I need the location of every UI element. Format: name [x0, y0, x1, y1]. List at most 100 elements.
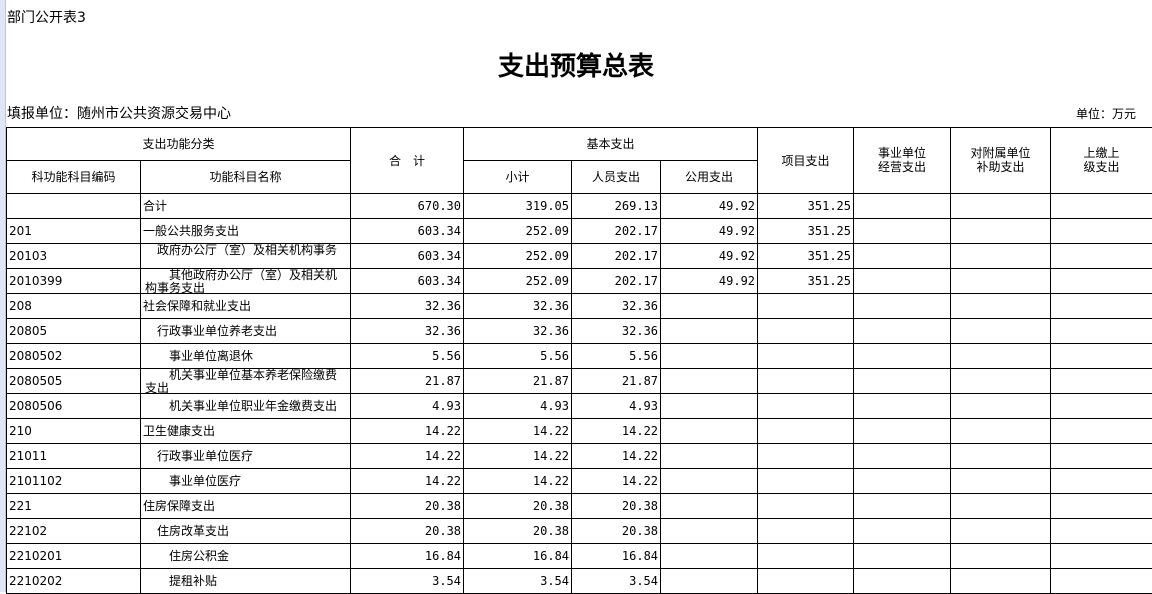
cell-code[interactable]: 201: [7, 219, 141, 244]
cell-personnel[interactable]: 14.22: [572, 419, 661, 444]
cell-code[interactable]: 208: [7, 294, 141, 319]
cell-name[interactable]: 住房保障支出: [141, 494, 351, 519]
cell-upper[interactable]: [1051, 194, 1152, 219]
cell-subsidy[interactable]: [951, 494, 1051, 519]
cell-subsidy[interactable]: [951, 319, 1051, 344]
cell-subsidy[interactable]: [951, 394, 1051, 419]
cell-public[interactable]: 49.92: [661, 269, 758, 294]
cell-subsidy[interactable]: [951, 194, 1051, 219]
cell-business[interactable]: [854, 569, 951, 594]
cell-business[interactable]: [854, 269, 951, 294]
cell-public[interactable]: [661, 494, 758, 519]
cell-upper[interactable]: [1051, 419, 1152, 444]
cell-subsidy[interactable]: [951, 444, 1051, 469]
cell-upper[interactable]: [1051, 394, 1152, 419]
cell-subtotal[interactable]: 14.22: [464, 444, 572, 469]
cell-total[interactable]: 14.22: [351, 469, 464, 494]
cell-personnel[interactable]: 32.36: [572, 294, 661, 319]
cell-subtotal[interactable]: 252.09: [464, 219, 572, 244]
cell-code[interactable]: 221: [7, 494, 141, 519]
cell-code[interactable]: 2101102: [7, 469, 141, 494]
cell-name[interactable]: 行政事业单位医疗: [141, 444, 351, 469]
cell-upper[interactable]: [1051, 569, 1152, 594]
cell-business[interactable]: [854, 344, 951, 369]
cell-total[interactable]: 32.36: [351, 294, 464, 319]
cell-business[interactable]: [854, 219, 951, 244]
cell-total[interactable]: 21.87: [351, 369, 464, 394]
cell-project[interactable]: [758, 494, 854, 519]
cell-subtotal[interactable]: 5.56: [464, 344, 572, 369]
cell-total[interactable]: 5.56: [351, 344, 464, 369]
cell-subsidy[interactable]: [951, 244, 1051, 269]
cell-public[interactable]: [661, 544, 758, 569]
cell-total[interactable]: 14.22: [351, 444, 464, 469]
cell-code[interactable]: 2010399: [7, 269, 141, 294]
cell-code[interactable]: [7, 194, 141, 219]
cell-subsidy[interactable]: [951, 369, 1051, 394]
cell-personnel[interactable]: 202.17: [572, 269, 661, 294]
cell-business[interactable]: [854, 444, 951, 469]
cell-public[interactable]: [661, 419, 758, 444]
cell-upper[interactable]: [1051, 369, 1152, 394]
cell-business[interactable]: [854, 419, 951, 444]
cell-upper[interactable]: [1051, 219, 1152, 244]
cell-personnel[interactable]: 14.22: [572, 444, 661, 469]
cell-public[interactable]: 49.92: [661, 194, 758, 219]
cell-business[interactable]: [854, 369, 951, 394]
cell-subsidy[interactable]: [951, 469, 1051, 494]
cell-public[interactable]: [661, 394, 758, 419]
cell-subtotal[interactable]: 14.22: [464, 469, 572, 494]
cell-subsidy[interactable]: [951, 419, 1051, 444]
cell-name[interactable]: 社会保障和就业支出: [141, 294, 351, 319]
cell-subsidy[interactable]: [951, 269, 1051, 294]
cell-total[interactable]: 603.34: [351, 244, 464, 269]
cell-public[interactable]: 49.92: [661, 219, 758, 244]
cell-name[interactable]: 行政事业单位养老支出: [141, 319, 351, 344]
cell-business[interactable]: [854, 194, 951, 219]
cell-project[interactable]: [758, 344, 854, 369]
cell-project[interactable]: [758, 394, 854, 419]
cell-business[interactable]: [854, 519, 951, 544]
cell-code[interactable]: 2080502: [7, 344, 141, 369]
cell-subtotal[interactable]: 20.38: [464, 494, 572, 519]
cell-subtotal[interactable]: 32.36: [464, 319, 572, 344]
cell-business[interactable]: [854, 544, 951, 569]
cell-business[interactable]: [854, 494, 951, 519]
cell-subtotal[interactable]: 252.09: [464, 244, 572, 269]
cell-upper[interactable]: [1051, 244, 1152, 269]
cell-name[interactable]: 事业单位离退休: [141, 344, 351, 369]
cell-public[interactable]: [661, 444, 758, 469]
cell-personnel[interactable]: 3.54: [572, 569, 661, 594]
cell-subtotal[interactable]: 32.36: [464, 294, 572, 319]
cell-personnel[interactable]: 5.56: [572, 344, 661, 369]
cell-subtotal[interactable]: 319.05: [464, 194, 572, 219]
cell-code[interactable]: 20805: [7, 319, 141, 344]
cell-business[interactable]: [854, 244, 951, 269]
cell-total[interactable]: 603.34: [351, 219, 464, 244]
cell-project[interactable]: [758, 419, 854, 444]
cell-code[interactable]: 2080506: [7, 394, 141, 419]
cell-business[interactable]: [854, 294, 951, 319]
cell-upper[interactable]: [1051, 319, 1152, 344]
cell-project[interactable]: [758, 444, 854, 469]
cell-total[interactable]: 16.84: [351, 544, 464, 569]
cell-total[interactable]: 20.38: [351, 519, 464, 544]
cell-subsidy[interactable]: [951, 344, 1051, 369]
cell-business[interactable]: [854, 469, 951, 494]
cell-public[interactable]: 49.92: [661, 244, 758, 269]
cell-personnel[interactable]: 202.17: [572, 244, 661, 269]
cell-public[interactable]: [661, 369, 758, 394]
cell-total[interactable]: 670.30: [351, 194, 464, 219]
cell-public[interactable]: [661, 294, 758, 319]
cell-project[interactable]: [758, 294, 854, 319]
cell-subsidy[interactable]: [951, 294, 1051, 319]
cell-total[interactable]: 32.36: [351, 319, 464, 344]
cell-upper[interactable]: [1051, 294, 1152, 319]
cell-name[interactable]: 卫生健康支出: [141, 419, 351, 444]
cell-project[interactable]: 351.25: [758, 269, 854, 294]
cell-public[interactable]: [661, 319, 758, 344]
cell-subtotal[interactable]: 252.09: [464, 269, 572, 294]
cell-total[interactable]: 20.38: [351, 494, 464, 519]
cell-name[interactable]: 其他政府办公厅（室）及相关机构事务支出: [141, 269, 351, 294]
cell-personnel[interactable]: 4.93: [572, 394, 661, 419]
